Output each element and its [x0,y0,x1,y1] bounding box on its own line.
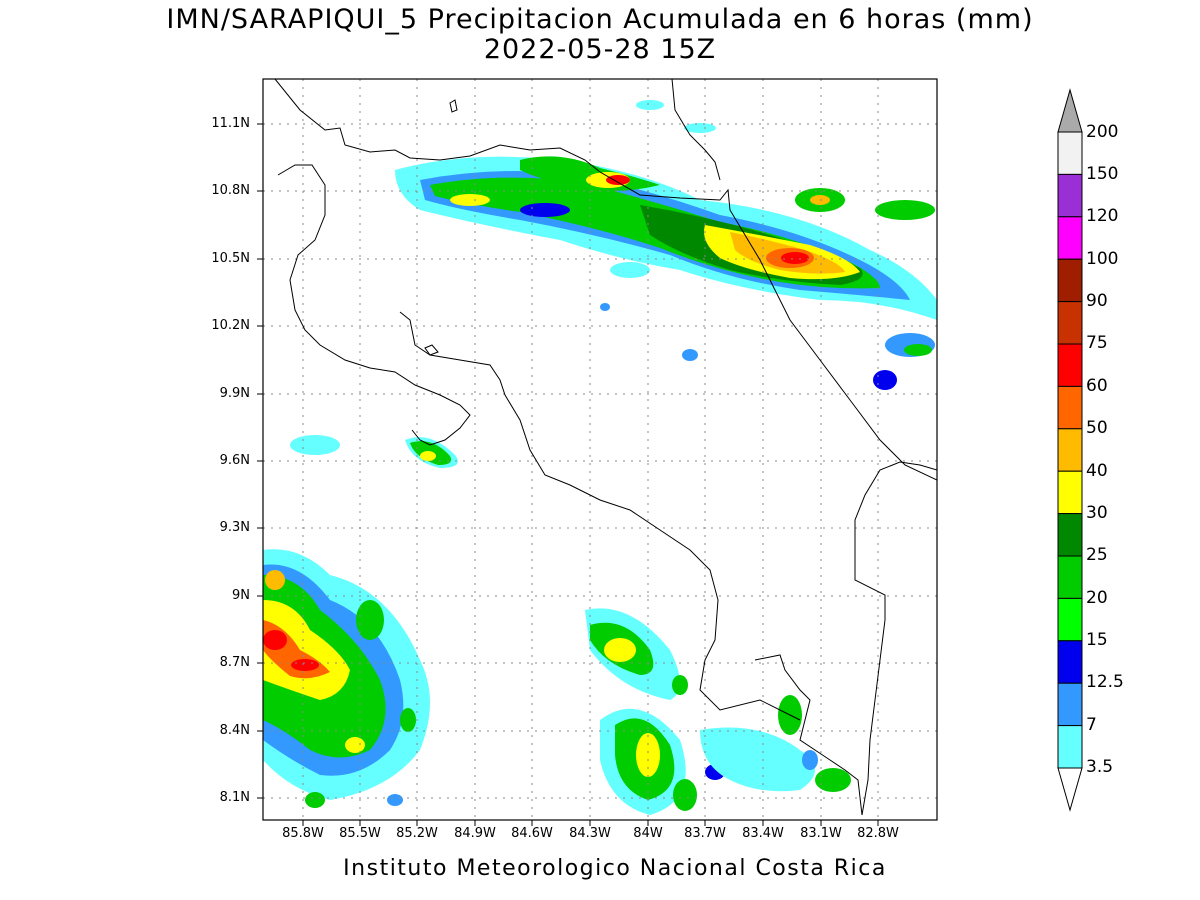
lon-label: 85.8W [282,826,324,841]
footer-credit: Instituto Meteorologico Nacional Costa R… [343,856,887,881]
precipitation-field [263,100,937,815]
lon-label: 83.7W [684,826,726,841]
lon-label: 85.2W [396,826,438,841]
colorbar-label: 60 [1086,376,1108,396]
colorbar-overflow-arrow [1057,88,1083,133]
colorbar-label: 7 [1086,715,1097,735]
colorbar-swatch [1057,428,1083,472]
colorbar-swatch [1057,301,1083,345]
colorbar-swatch [1057,470,1083,515]
colorbar-swatch [1057,597,1083,642]
lat-label: 9.3N [219,520,250,535]
lon-label: 84.9W [454,826,496,841]
lon-label: 84W [633,826,663,841]
colorbar-label: 30 [1086,503,1108,523]
colorbar-swatch [1057,725,1083,769]
colorbar [1057,88,1083,812]
lat-label: 8.4N [219,723,250,738]
lon-label: 83.1W [800,826,842,841]
colorbar-swatch [1057,216,1083,260]
colorbar-label: 90 [1086,291,1108,311]
lon-label: 82.8W [857,826,899,841]
lat-label: 10.5N [211,251,250,266]
colorbar-swatch [1057,258,1083,303]
lat-label: 10.2N [211,318,250,333]
lon-label: 85.5W [339,826,381,841]
colorbar-label: 12.5 [1086,672,1124,692]
map-gridlines [263,79,937,820]
lon-label: 83.4W [742,826,784,841]
plot-frame [262,78,938,821]
colorbar-label: 3.5 [1086,757,1114,777]
colorbar-swatch [1057,173,1083,218]
colorbar-swatch [1057,513,1083,557]
colorbar-label: 40 [1086,461,1108,481]
colorbar-label: 25 [1086,545,1108,565]
colorbar-swatch [1057,385,1083,430]
map-title: IMN/SARAPIQUI_5 Precipitacion Acumulada … [166,4,1034,35]
colorbar-label: 15 [1086,630,1108,650]
colorbar-underflow-arrow [1057,767,1083,812]
colorbar-label: 20 [1086,588,1108,608]
colorbar-swatch [1057,682,1083,727]
colorbar-swatch [1057,640,1083,684]
colorbar-swatch [1057,555,1083,599]
colorbar-label: 100 [1086,249,1119,269]
lon-label: 84.3W [569,826,611,841]
colorbar-label: 75 [1086,333,1108,353]
colorbar-swatch [1057,343,1083,387]
colorbar-label: 50 [1086,418,1108,438]
lat-label: 9.6N [219,453,250,468]
lat-label: 8.7N [219,655,250,670]
lat-label: 11.1N [211,116,250,131]
lat-label: 9N [232,588,250,603]
colorbar-swatch [1057,131,1083,175]
lat-label: 10.8N [211,183,250,198]
map-date: 2022-05-28 15Z [483,34,717,65]
lat-label: 9.9N [219,386,250,401]
colorbar-label: 120 [1086,206,1119,226]
colorbar-label: 150 [1086,164,1119,184]
lon-label: 84.6W [511,826,553,841]
colorbar-label: 200 [1086,122,1119,142]
lat-label: 8.1N [219,790,250,805]
coastline [274,79,937,816]
